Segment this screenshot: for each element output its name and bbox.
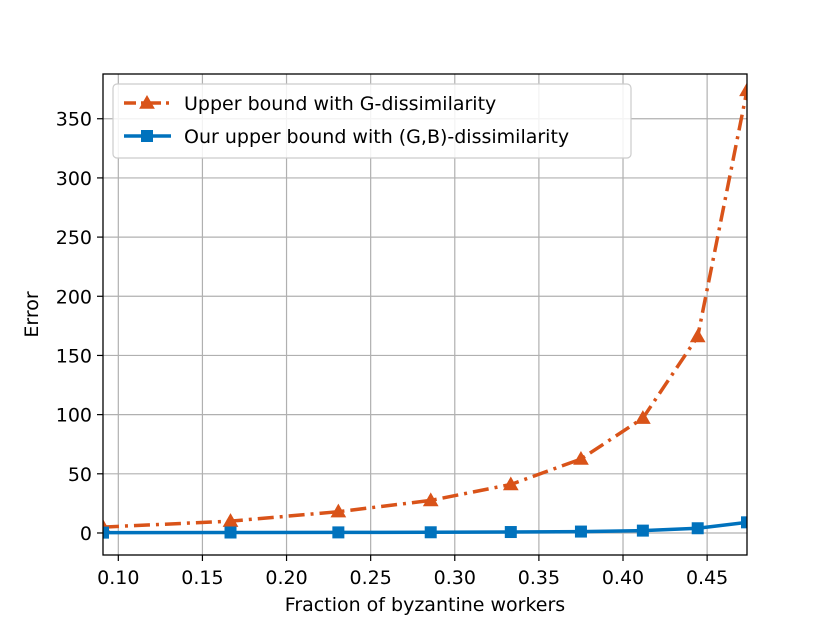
y-tick-label: 100 <box>56 405 92 427</box>
x-tick-label: 0.25 <box>350 567 392 589</box>
y-tick-label: 250 <box>56 227 92 249</box>
x-tick-label: 0.15 <box>181 567 223 589</box>
x-axis-title: Fraction of byzantine workers <box>285 594 565 616</box>
legend-box <box>112 83 632 159</box>
series-0-point-triangle-marker <box>422 492 439 507</box>
y-tick-label: 150 <box>56 345 92 367</box>
legend-1-square-marker <box>141 130 153 142</box>
series-0-point-triangle-marker <box>689 328 706 343</box>
series-1-point-square-marker <box>224 526 237 539</box>
series-1 <box>103 516 747 539</box>
series-1-point-square-marker <box>103 526 109 539</box>
series-1-point-square-marker <box>636 524 649 537</box>
y-tick-label: 350 <box>56 109 92 131</box>
y-tick-label: 300 <box>56 168 92 190</box>
series-layer <box>103 82 747 539</box>
series-0 <box>103 82 747 533</box>
series-0-point-triangle-marker <box>573 451 589 465</box>
legend-0-triangle-marker <box>139 94 155 109</box>
series-1-point-square-marker <box>741 516 747 529</box>
series-0-point-triangle-marker <box>502 476 519 491</box>
axes-frame <box>102 73 748 556</box>
x-tick-label: 0.30 <box>434 567 476 589</box>
series-1-point-square-marker <box>504 526 517 539</box>
y-tick-label: 200 <box>56 286 92 308</box>
x-tick-label: 0.10 <box>97 567 139 589</box>
y-axis-title: Error <box>21 291 43 338</box>
series-1-point-square-marker <box>574 525 587 538</box>
series-1-point-square-marker <box>691 522 704 535</box>
x-tick-label: 0.35 <box>518 567 560 589</box>
series-1-point-square-marker <box>332 526 345 539</box>
y-tick-label: 50 <box>68 464 92 486</box>
y-tick-label: 0 <box>80 523 92 545</box>
legend-label-0: Upper bound with G-dissimilarity <box>184 93 496 115</box>
series-0-point-triangle-marker <box>635 410 651 424</box>
axes-layer: 0.10 0.15 0.20 0.25 0.30 0.35 0.40 0.45 0 50 100 15… <box>21 73 748 616</box>
x-tick-label: 0.45 <box>686 567 728 589</box>
x-tick-label: 0.40 <box>602 567 644 589</box>
series-0-point-triangle-marker <box>330 503 347 518</box>
series-0-point-triangle-marker <box>739 82 747 97</box>
legend-label-1: Our upper bound with (G,B)-dissimilarity <box>184 126 569 148</box>
x-tick-label: 0.20 <box>265 567 307 589</box>
series-1-point-square-marker <box>424 526 437 539</box>
series-0-point-triangle-marker <box>222 513 239 527</box>
legend: Upper bound with G-dissimilarity Our uppe… <box>112 83 632 159</box>
